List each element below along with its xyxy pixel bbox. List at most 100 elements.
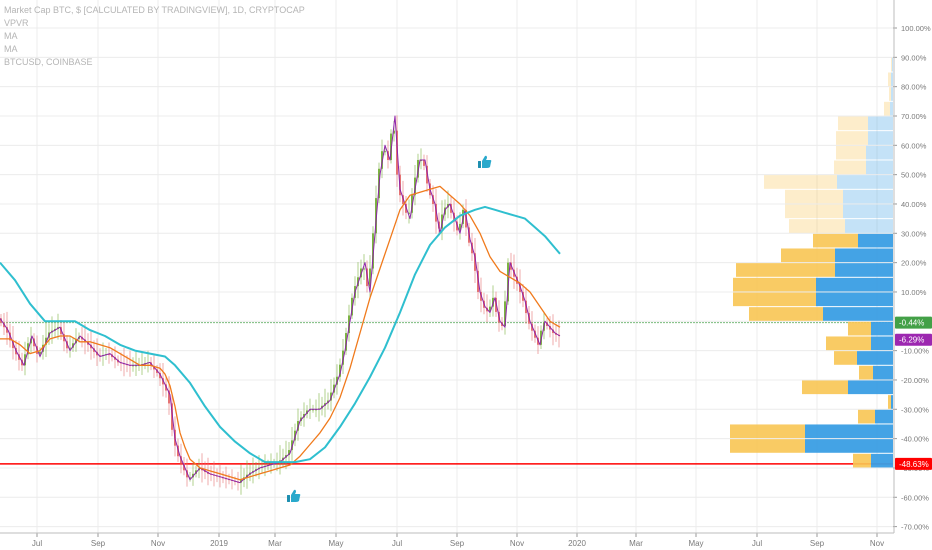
y-tick-label: 20.00% [901,259,927,268]
legend-title[interactable]: Market Cap BTC, $ [CALCULATED BY TRADING… [4,5,305,15]
series-lines [0,115,561,484]
icons [287,155,492,502]
grid [0,0,893,533]
candle-body [339,364,341,377]
volume-bar-down [888,395,891,409]
volume-bar-down [736,263,835,277]
y-tick-label: 80.00% [901,83,927,92]
x-tick-label: Nov [510,539,524,548]
candle-body [459,223,461,231]
candle-body [39,351,41,354]
candle-body [384,151,386,153]
volume-bar-down [848,321,871,336]
x-tick-label: Nov [870,539,884,548]
x-tick-label: 2019 [210,539,228,548]
y-tick-label: -40.00% [901,435,929,444]
volume-bar-down [802,380,848,395]
volume-bar-up [866,145,893,160]
candle-body [6,327,8,333]
x-tick-label: Mar [268,539,282,548]
volume-bar-up [816,277,893,292]
price-label [895,457,932,470]
volume-profile [730,57,893,468]
volume-bar-up [868,116,893,131]
legend: Market Cap BTC, $ [CALCULATED BY TRADING… [4,4,305,69]
candle-body [159,372,161,379]
volume-bar-down [826,336,871,351]
volume-bar-down [834,351,857,365]
volume-bar-up [871,453,893,468]
y-axis: 100.00% 90.00% 80.00% 70.00% 60.00% 50.00% 40.… [893,0,931,533]
volume-bar-up [823,307,893,321]
candle-body [408,212,410,214]
volume-bar-up [890,101,893,116]
volume-bar-up [891,87,893,101]
legend-vpvr[interactable]: VPVR [4,18,29,28]
candle-body [108,354,110,356]
volume-bar-down [836,131,868,145]
thumbs-up-icon [287,489,301,502]
y-tick-label: 70.00% [901,112,927,121]
y-tick-label: 100.00% [901,24,931,33]
candle-body [363,268,365,270]
volume-bar-up [837,175,893,189]
volume-bar-up [891,72,893,87]
volume-bar-up [857,351,893,365]
legend-compare[interactable]: BTCUSD, COINBASE [4,57,93,67]
candle-body [474,253,476,271]
volume-bar-up [891,395,893,409]
volume-bar-up [871,336,893,351]
volume-bar-down [889,87,891,101]
legend-ma-1[interactable]: MA [4,31,18,41]
x-tick-label: Sep [810,539,825,548]
price-label [895,316,932,329]
volume-bar-up [848,380,893,395]
volume-bar-down [884,101,890,116]
volume-bar-up [858,233,893,248]
volume-bar-up [835,248,893,263]
volume-bar-down [789,219,845,233]
volume-bar-down [838,116,868,131]
volume-bar-down [888,72,891,87]
series-line-market-cap [0,115,561,484]
volume-bar-down [730,439,805,453]
y-tick-label: -30.00% [901,405,929,414]
y-tick-label: -60.00% [901,493,929,502]
series-line-ma-2 [0,205,561,464]
x-tick-label: Mar [629,539,643,548]
volume-bar-up [871,321,893,336]
candle-body [519,283,521,292]
volume-bar-down [853,453,871,468]
y-tick-label: 90.00% [901,53,927,62]
candle-body [489,306,491,312]
candle-body [423,159,425,166]
volume-bar-up [805,439,893,453]
x-tick-label: Jul [752,539,762,548]
volume-bar-up [843,204,893,219]
volume-bar-down [834,160,866,175]
price-label [895,333,932,346]
price-label-text: -48.63% [899,460,929,469]
volume-bar-down [785,204,843,219]
volume-bar-down [891,57,892,72]
x-axis: Jul Sep Nov 2019 Mar May Jul Sep Nov 2020 Mar May Ju… [0,532,894,548]
volume-bar-up [843,189,893,204]
x-tick-label: Jul [392,539,402,548]
volume-bar-up [875,409,893,424]
volume-bar-up [873,365,893,380]
volume-bar-up [835,263,893,277]
volume-bar-up [868,131,893,145]
volume-bar-down [859,365,873,380]
volume-bar-down [730,424,805,439]
y-tick-label: 60.00% [901,141,927,150]
volume-bar-up [845,219,893,233]
y-tick-label: 10.00% [901,288,927,297]
x-tick-label: Sep [450,539,465,548]
volume-bar-down [733,277,816,292]
price-label-text: -6.29% [899,336,924,345]
price-labels: -0.44% -6.29% -48.63% [895,316,932,470]
x-tick-label: May [688,539,703,548]
volume-bar-down [749,307,823,321]
legend-ma-2[interactable]: MA [4,44,18,54]
